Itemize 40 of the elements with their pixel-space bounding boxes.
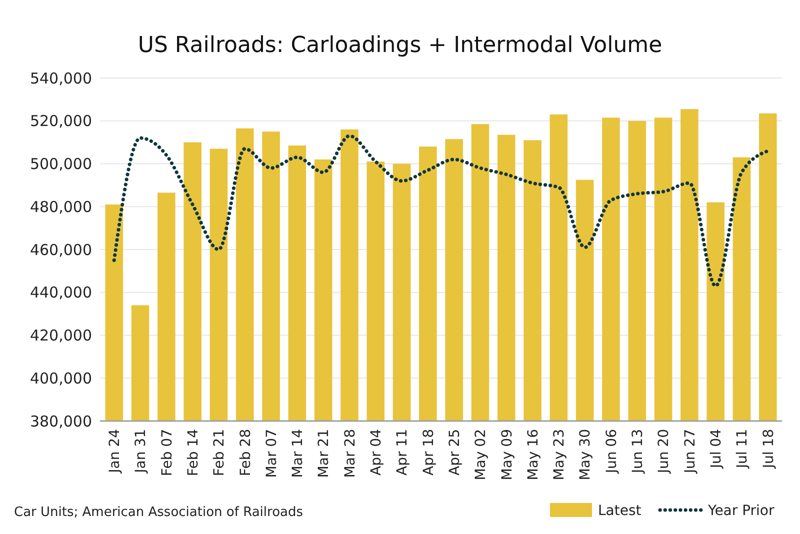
x-tick-label: Apr 04 — [368, 428, 385, 476]
y-tick-label: 440,000 — [30, 284, 92, 302]
x-tick-label: May 16 — [525, 428, 542, 480]
x-tick-label: Apr 11 — [394, 429, 411, 476]
x-tick-label: Mar 21 — [316, 429, 332, 478]
x-tick-label: Feb 07 — [159, 429, 176, 476]
x-tick-label: May 30 — [578, 429, 594, 480]
y-tick-label: 460,000 — [30, 240, 92, 259]
x-tick-label: May 09 — [499, 429, 516, 480]
x-tick-label: Jun 20 — [656, 429, 672, 474]
x-tick-label: Jun 27 — [682, 429, 698, 474]
y-tick-label: 520,000 — [30, 112, 92, 130]
text: Car Units; American Association of Railroads — [14, 505, 304, 520]
x-tick-label: Jan 31 — [133, 429, 150, 474]
legend-label: Latest — [598, 502, 642, 519]
x-tick-label: Jul 18 — [760, 429, 777, 470]
x-tick-label: Jan 24 — [107, 428, 124, 474]
legend-label: Year Prior — [707, 502, 774, 519]
x-tick-label: May 02 — [473, 429, 490, 480]
x-tick-label: Mar 28 — [342, 429, 358, 478]
x-tick-label: Mar 07 — [264, 429, 280, 478]
x-tick-label: Mar 14 — [290, 428, 306, 478]
x-tick-label: Jul 04 — [708, 428, 724, 470]
y-tick-label: 400,000 — [30, 369, 92, 388]
y-tick-label: 480,000 — [30, 198, 92, 216]
x-tick-label: Apr 25 — [446, 429, 463, 476]
x-tick-label: Apr 18 — [420, 429, 437, 476]
y-tick-label: 500,000 — [30, 155, 92, 173]
x-tick-label: Jun 06 — [604, 428, 620, 474]
y-tick-label: 380,000 — [30, 412, 92, 430]
x-tick-label: Feb 21 — [212, 429, 228, 476]
x-tick-label: Jun 13 — [630, 429, 646, 474]
chart-title: US Railroads: Carloadings + Intermodal Volume — [138, 33, 662, 58]
x-tick-label: Feb 14 — [185, 428, 202, 476]
x-tick-label: May 23 — [552, 429, 568, 480]
x-tick-label: Jul 11 — [734, 429, 751, 470]
line-series — [112, 134, 770, 288]
x-tick-label: Feb 28 — [238, 429, 254, 476]
y-tick-label: 420,000 — [30, 326, 92, 344]
y-tick-label: 540,000 — [30, 69, 92, 88]
